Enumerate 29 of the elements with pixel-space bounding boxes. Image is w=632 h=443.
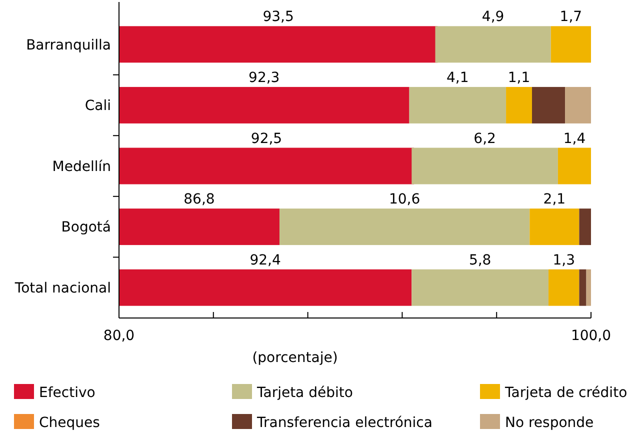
data-label: 2,1 [543, 192, 566, 208]
x-axis-title: (porcentaje) [252, 350, 338, 366]
data-label: 92,5 [250, 130, 282, 147]
data-label: 86,8 [184, 192, 215, 208]
data-label: 10,6 [388, 192, 420, 208]
data-label: 5,8 [468, 252, 492, 268]
data-label: 1,3 [552, 252, 575, 268]
legend-label: Tarjeta de crédito [504, 385, 628, 401]
data-label: 1,7 [560, 9, 582, 26]
legend-label: Tarjeta débito [256, 385, 353, 401]
data-label: 4,9 [482, 9, 504, 26]
data-label: 1,1 [508, 70, 530, 86]
y-tick-label: Barranquilla [26, 37, 111, 54]
y-tick-label: Total nacional [14, 280, 111, 296]
data-label: 6,2 [474, 130, 496, 147]
data-label: 92,3 [248, 70, 280, 86]
data-label: 1,4 [563, 130, 586, 147]
legend-label: Cheques [39, 415, 100, 431]
x-tick-label: 80,0 [103, 328, 135, 344]
legend-label: Efectivo [39, 385, 96, 401]
data-label: 4,1 [446, 70, 469, 86]
y-tick-label: Cali [84, 98, 111, 114]
data-label: 92,4 [250, 252, 281, 268]
y-tick-label: Bogotá [61, 220, 111, 236]
data-label: 93,5 [262, 9, 294, 26]
legend-label: No responde [505, 415, 594, 431]
legend-label: Transferencia electrónica [256, 415, 432, 431]
y-tick-label: Medellín [52, 158, 111, 175]
x-tick-label: 100,0 [570, 328, 612, 344]
